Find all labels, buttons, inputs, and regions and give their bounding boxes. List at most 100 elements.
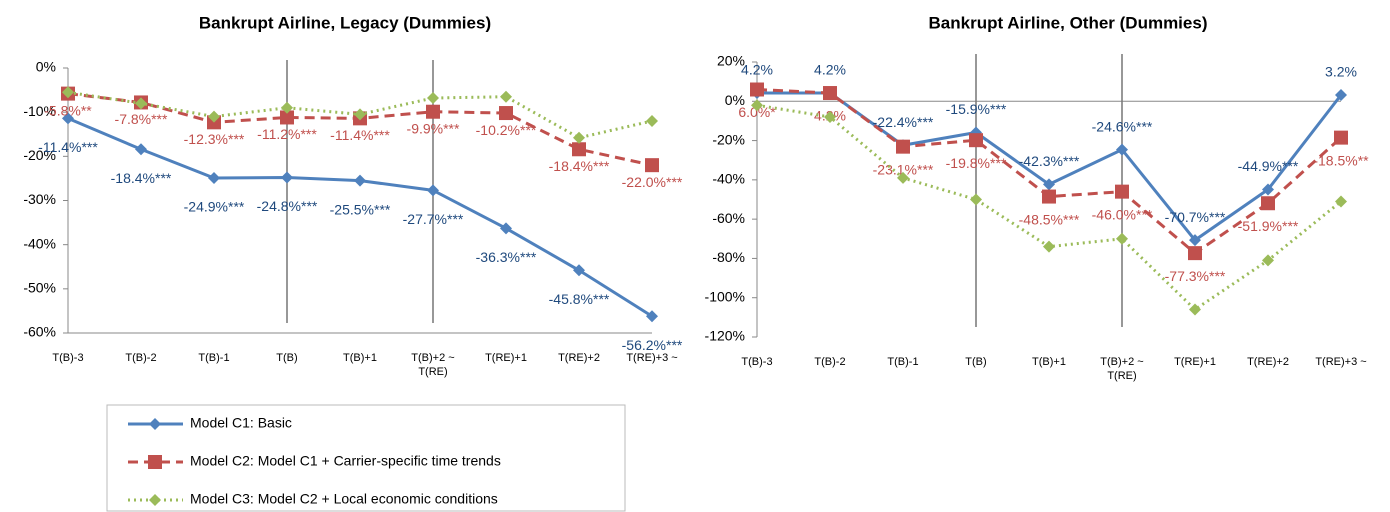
x-tick-label: T(B)+1 (343, 352, 377, 364)
legend-marker (149, 418, 161, 430)
y-tick-label: -100% (705, 288, 745, 304)
point (1116, 143, 1128, 156)
point (645, 158, 659, 173)
x-tick-label: T(B)-2 (814, 356, 846, 368)
data-label: -48.5%*** (1019, 211, 1080, 227)
point (573, 131, 585, 144)
point (1189, 234, 1201, 247)
point (62, 112, 74, 125)
data-label: -19.8%*** (946, 155, 1007, 171)
data-label: -18.5%** (1313, 152, 1369, 168)
data-label: -11.2%*** (257, 126, 317, 142)
point (970, 193, 982, 206)
data-label: -24.8%*** (257, 198, 318, 214)
data-label: -9.9%*** (407, 120, 460, 136)
point (427, 184, 439, 197)
legend-box (106, 404, 626, 512)
point (354, 174, 366, 187)
point (1335, 195, 1347, 208)
x-tick-label: T(RE)+1 (485, 352, 527, 364)
x-tick-label: T(B)+2 ~ T(RE) (411, 352, 455, 378)
data-label: 3.2% (1325, 64, 1357, 80)
data-label: -18.4%*** (549, 158, 610, 174)
data-label: -18.4%*** (111, 170, 172, 186)
point (208, 171, 220, 184)
y-tick-label: -40% (712, 171, 745, 187)
point (281, 101, 293, 114)
x-tick-label: T(RE)+3 ~ (1315, 356, 1367, 368)
data-label: -10.2%*** (476, 122, 537, 138)
x-tick-label: T(B)-1 (887, 356, 919, 368)
point (135, 143, 147, 156)
y-tick-label: 20% (717, 53, 745, 69)
y-tick-label: -20% (712, 131, 745, 147)
data-label: -51.9%*** (1238, 218, 1299, 234)
data-label: -27.7%*** (403, 211, 464, 227)
point (1188, 246, 1202, 261)
point (1043, 240, 1055, 253)
x-tick-label: T(RE)+3 ~ (626, 352, 678, 364)
point (500, 222, 512, 235)
legend-marker (148, 455, 162, 469)
point (824, 111, 836, 123)
series-line (756, 103, 1342, 312)
x-tick-label: T(B)+1 (1032, 356, 1066, 368)
x-tick-label: T(B)-3 (52, 352, 84, 364)
data-label: -11.4%*** (330, 127, 390, 143)
legend-label: Model C1: Basic (190, 415, 292, 431)
y-tick-label: -80% (712, 249, 745, 265)
y-tick-label: -10% (23, 103, 56, 119)
data-label: -24.6%*** (1092, 118, 1153, 134)
point (969, 133, 983, 148)
data-label: -11.4%*** (38, 139, 98, 155)
data-label: 6.0%* (738, 104, 776, 120)
y-tick-label: -60% (23, 324, 56, 340)
data-label: -12.3%*** (184, 131, 245, 147)
data-label: -15.9%*** (946, 101, 1007, 117)
legend-label: Model C2: Model C1 + Carrier-specific ti… (190, 453, 501, 469)
data-label: -23.1%*** (873, 161, 934, 177)
point (572, 142, 586, 157)
point (500, 90, 512, 103)
point (1335, 89, 1347, 101)
x-tick-label: T(B)+2 ~ T(RE) (1100, 356, 1144, 382)
point (750, 82, 764, 97)
y-tick-label: -60% (712, 210, 745, 226)
data-label: -24.9%*** (184, 199, 245, 215)
data-label: 4.2% (814, 62, 846, 78)
point (1261, 196, 1275, 211)
y-tick-label: -20% (23, 147, 56, 163)
data-label: -25.5%*** (330, 201, 391, 217)
point (280, 110, 294, 125)
chart-title: Bankrupt Airline, Legacy (Dummies) (199, 13, 491, 32)
point (426, 104, 440, 119)
y-tick-label: 0% (725, 92, 745, 108)
point (281, 171, 293, 184)
x-tick-label: T(B)-3 (741, 356, 773, 368)
point (1262, 183, 1274, 196)
point (499, 106, 513, 121)
point (354, 108, 366, 121)
y-tick-label: 0% (36, 59, 56, 75)
data-label: -22.0%*** (622, 174, 683, 190)
data-label: -56.2%*** (622, 337, 683, 353)
point (751, 99, 763, 112)
data-label: -5.8%** (44, 102, 92, 118)
x-tick-label: T(RE)+1 (1174, 356, 1216, 368)
data-label: -42.3%*** (1019, 153, 1080, 169)
x-tick-label: T(B) (276, 352, 298, 364)
data-label: -7.8%*** (115, 111, 168, 127)
point (1116, 232, 1128, 245)
point (896, 139, 910, 154)
data-label: -70.7%*** (1165, 209, 1226, 225)
point (427, 92, 439, 105)
point (1334, 130, 1348, 145)
x-tick-label: T(B)-2 (125, 352, 157, 364)
legend-label: Model C3: Model C2 + Local economic cond… (190, 491, 498, 507)
point (573, 264, 585, 277)
point (62, 86, 74, 99)
data-label: -44.9%*** (1238, 158, 1299, 174)
point (897, 171, 909, 184)
data-label: -22.4%*** (873, 114, 934, 130)
